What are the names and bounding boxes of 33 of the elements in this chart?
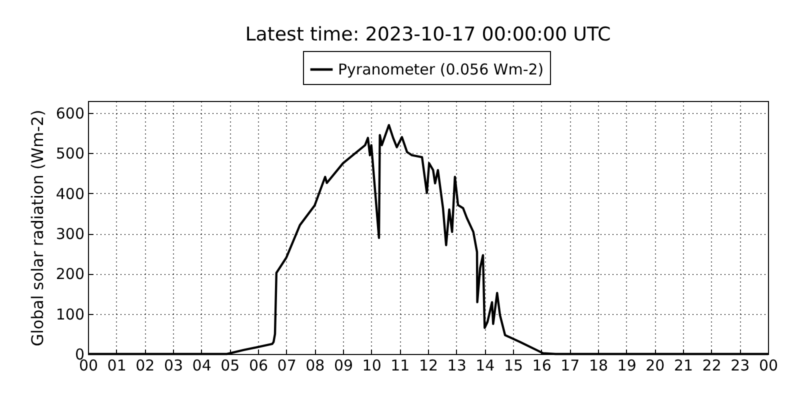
x-tick-label: 18: [588, 356, 608, 374]
x-tick-label: 00: [758, 356, 778, 374]
y-tick-label: 500: [56, 144, 84, 163]
x-tick-label: 02: [136, 356, 155, 374]
y-tick-label: 600: [56, 104, 84, 123]
y-axis-title: Global solar radiation (Wm-2): [28, 110, 47, 346]
x-tick-label: 07: [277, 356, 296, 374]
x-tick-label: 16: [532, 356, 552, 374]
x-tick-label: 10: [362, 356, 382, 374]
y-tick-label: 400: [56, 184, 84, 203]
x-tick-label: 19: [617, 356, 636, 374]
x-tick-label: 22: [702, 356, 722, 374]
x-tick-label: 20: [646, 356, 665, 374]
x-tick-label: 09: [334, 356, 354, 374]
x-tick-label: 13: [447, 356, 466, 374]
x-tick-label: 17: [560, 356, 580, 374]
x-tick-label: 08: [306, 356, 325, 374]
y-tick-label: 100: [56, 305, 84, 324]
x-tick-label: 05: [220, 356, 240, 374]
x-tick-label: 03: [164, 356, 184, 374]
x-tick-label: 23: [730, 356, 750, 374]
x-tick-label: 21: [674, 356, 694, 374]
legend-label: Pyranometer (0.056 Wm-2): [338, 60, 544, 78]
x-tick-label: 06: [248, 356, 268, 374]
x-tick-label: 11: [390, 356, 410, 374]
x-tick-label: 14: [476, 356, 495, 374]
x-tick-label: 12: [418, 356, 438, 374]
y-tick-label: 300: [56, 225, 84, 244]
x-tick-label: 04: [192, 356, 212, 374]
x-tick-label: 15: [504, 356, 524, 374]
chart-title: Latest time: 2023-10-17 00:00:00 UTC: [245, 24, 611, 46]
y-tick-label: 200: [56, 265, 84, 284]
x-tick-label: 01: [107, 356, 126, 374]
